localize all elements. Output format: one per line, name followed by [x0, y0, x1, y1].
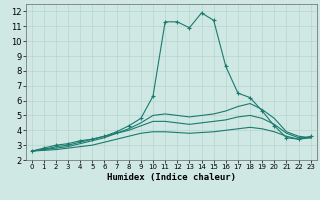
X-axis label: Humidex (Indice chaleur): Humidex (Indice chaleur): [107, 173, 236, 182]
